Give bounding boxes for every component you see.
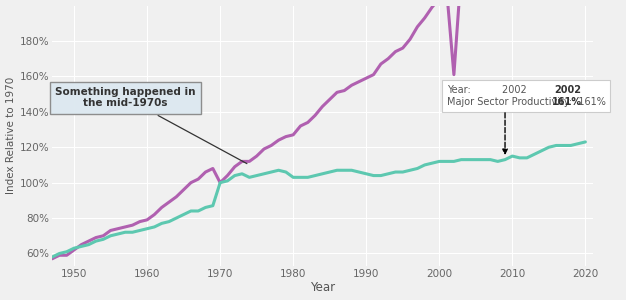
Y-axis label: Index Relative to 1970: Index Relative to 1970 [6, 77, 16, 194]
Text: 161%: 161% [552, 97, 582, 107]
Text: 2002: 2002 [555, 85, 582, 95]
X-axis label: Year: Year [310, 281, 335, 294]
Text: Something happened in
the mid-1970s: Something happened in the mid-1970s [55, 87, 247, 164]
Text: Year:          2002
Major Sector Productivity:  161%: Year: 2002 Major Sector Productivity: 16… [446, 85, 605, 107]
